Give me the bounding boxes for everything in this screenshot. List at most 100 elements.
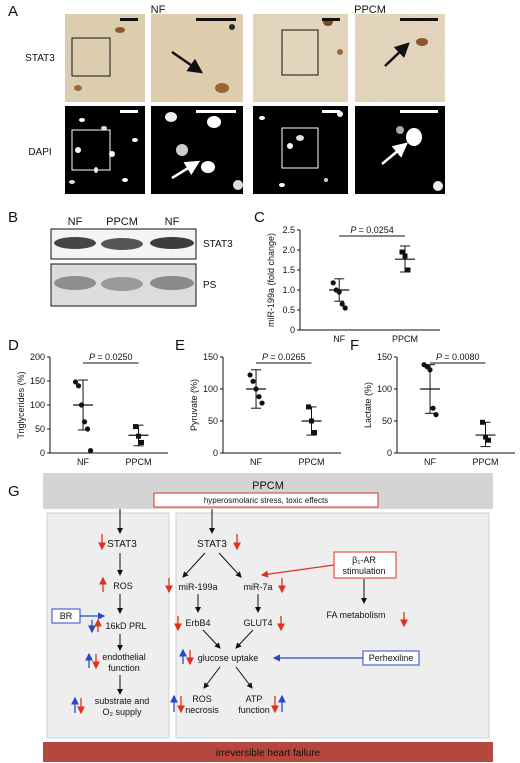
- mir199-label: miR-199a: [178, 582, 217, 592]
- y-tick-label: 2.0: [282, 245, 295, 255]
- atp-label-2: function: [238, 705, 270, 715]
- y-tick-label: 100: [377, 384, 392, 394]
- endothelial-label-2: function: [108, 663, 140, 673]
- x-category-label: PPCM: [472, 457, 498, 467]
- data-point: [247, 372, 253, 378]
- data-point: [139, 439, 144, 445]
- y-tick-label: 150: [203, 352, 218, 362]
- data-point: [336, 289, 342, 295]
- data-point: [256, 394, 262, 400]
- ros-necrosis-label-1: ROS: [192, 694, 212, 704]
- data-point: [253, 386, 259, 392]
- panel-a: A NF PPCM STAT3 DAPI: [8, 3, 445, 194]
- y-axis-label: Lactate (%): [363, 382, 373, 428]
- data-point: [250, 378, 256, 384]
- y-tick-label: 50: [35, 424, 45, 434]
- data-point: [84, 426, 91, 432]
- dapi-ppcm-zoom-image: [355, 106, 445, 194]
- row-label-stat3: STAT3: [25, 53, 55, 64]
- data-point: [427, 367, 433, 373]
- x-category-label: NF: [333, 334, 345, 344]
- lane-label-3: NF: [165, 216, 180, 228]
- lane-label-2: PPCM: [106, 216, 138, 228]
- panel-e: E 0 50 100 150 Pyruvate (%) NF PPCM P = 0.0265: [175, 337, 341, 467]
- panel-b: B NF PPCM NF STAT3 PS: [8, 209, 233, 307]
- p-value-label: P = 0.0254: [350, 225, 393, 235]
- mir7-label: miR-7a: [243, 582, 272, 592]
- stat3-left-label: STAT3: [107, 539, 137, 550]
- substrate-label-1: substrate and: [95, 696, 150, 706]
- dapi-ppcm-image: [253, 106, 348, 194]
- stat3-nf-image: [65, 14, 145, 102]
- perhexiline-label: Perhexiline: [369, 653, 414, 663]
- right-pathway-box: [175, 512, 490, 739]
- panel-e-label: E: [175, 337, 185, 354]
- br-label: BR: [60, 611, 73, 621]
- y-tick-label: 150: [377, 352, 392, 362]
- y-tick-label: 50: [382, 416, 392, 426]
- ps-blot: [50, 263, 197, 307]
- beta1-ar-label: β₁-AR: [352, 555, 376, 565]
- x-category-label: NF: [424, 457, 436, 467]
- stat3-blot: [50, 228, 197, 260]
- y-tick-label: 100: [30, 400, 45, 410]
- left-pathway-box: [46, 512, 170, 739]
- y-tick-label: 200: [30, 352, 45, 362]
- data-point: [339, 301, 345, 307]
- data-point: [430, 405, 436, 411]
- heart-failure-bar: [43, 742, 493, 762]
- data-point: [405, 267, 411, 273]
- y-axis-label: Pyruvate (%): [189, 379, 199, 431]
- panel-f: F 0 50 100 150 Lactate (%) NF PPCM P = 0.0080: [350, 337, 515, 467]
- blot-label-ps: PS: [203, 280, 217, 291]
- data-point: [399, 249, 405, 255]
- data-point: [136, 433, 141, 439]
- data-point: [483, 434, 488, 440]
- erbb4-label: ErbB4: [185, 618, 210, 628]
- p-value-label: P = 0.0080: [436, 352, 479, 362]
- endothelial-label-1: endothelial: [102, 652, 146, 662]
- ros-left-label: ROS: [113, 581, 133, 591]
- data-point: [72, 379, 79, 385]
- y-tick-label: 1.0: [282, 285, 295, 295]
- y-tick-label: 0.5: [282, 305, 295, 315]
- data-point: [312, 430, 317, 436]
- panel-d-label: D: [8, 337, 19, 354]
- ppcm-title: PPCM: [252, 480, 284, 492]
- stat3-nf-zoom-image: [151, 14, 243, 102]
- y-tick-label: 50: [208, 416, 218, 426]
- data-point: [402, 253, 408, 259]
- col-label-nf: NF: [151, 4, 166, 16]
- stat3-ppcm-image: [253, 14, 348, 102]
- col-label-ppcm: PPCM: [354, 4, 386, 16]
- panel-g-label: G: [8, 483, 20, 500]
- x-category-label: PPCM: [298, 457, 324, 467]
- panel-f-label: F: [350, 337, 359, 354]
- x-category-label: PPCM: [125, 457, 151, 467]
- data-point: [75, 383, 82, 389]
- heart-failure-label: irreversible heart failure: [216, 748, 321, 759]
- y-tick-label: 0: [40, 448, 45, 458]
- y-tick-label: 0: [387, 448, 392, 458]
- prl-label: 16kD PRL: [105, 621, 146, 631]
- dapi-nf-image: [65, 106, 145, 194]
- x-category-label: NF: [77, 457, 89, 467]
- y-axis-label: miR-199a (fold change): [266, 233, 276, 327]
- glucose-uptake-label: glucose uptake: [198, 653, 259, 663]
- stat3-mid-label: STAT3: [197, 539, 227, 550]
- panel-c: C 0 0.5 1.0 1.5 2.0 2.5 miR-199a (fold change)…: [254, 209, 440, 344]
- substrate-label-2: O₂ supply: [102, 707, 142, 717]
- data-point: [133, 424, 138, 430]
- panel-d: D 0 50 100 150 200 Triglycerides (%) NF PPCM P =…: [8, 337, 168, 467]
- panel-g: G PPCM hyperosmolaric stress, toxic effe…: [8, 473, 493, 762]
- blot-label-stat3: STAT3: [203, 239, 233, 250]
- stimulation-label: stimulation: [342, 566, 385, 576]
- lane-label-1: NF: [68, 216, 83, 228]
- panel-a-label: A: [8, 3, 18, 20]
- y-tick-label: 0: [213, 448, 218, 458]
- beta1-ar-box: [333, 551, 397, 579]
- p-value-label: P = 0.0250: [89, 352, 132, 362]
- p-value-label: P = 0.0265: [262, 352, 305, 362]
- data-point: [433, 412, 439, 418]
